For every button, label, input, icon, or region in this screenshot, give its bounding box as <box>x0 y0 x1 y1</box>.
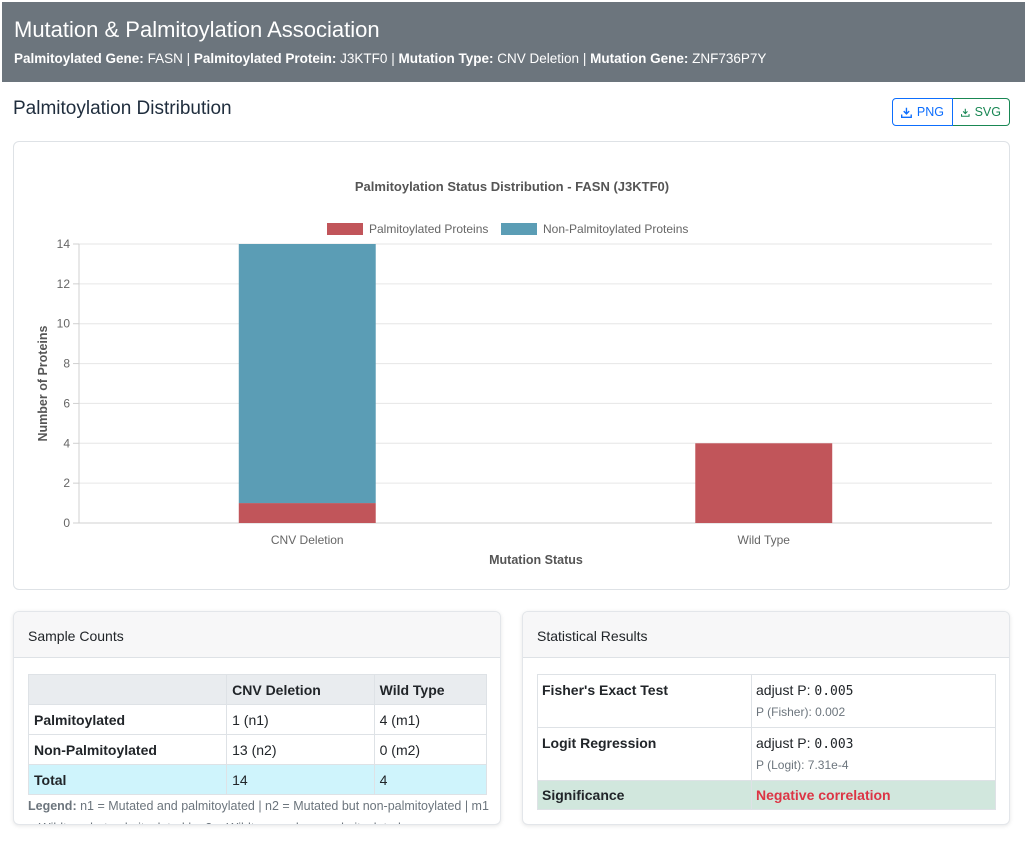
total-row: Total 14 4 <box>27 764 488 795</box>
statistical-results-table: Fisher's Exact Test adjust P: 0.005 P (F… <box>537 674 996 810</box>
table-row: Non-Palmitoylated 13 (n2) 0 (m2) <box>27 734 488 765</box>
palmitoylation-chart: Palmitoylation Status Distribution - FAS… <box>36 179 992 567</box>
sample-counts-title: Sample Counts <box>14 612 500 658</box>
sample-counts-card: Sample Counts CNV Deletion Wild Type Pal… <box>13 611 501 825</box>
p-value-fisher: P (Fisher): 0.002 <box>756 705 846 719</box>
table-header-row: CNV Deletion Wild Type <box>27 674 488 705</box>
legend-note-label: Legend: <box>28 799 77 813</box>
legend-swatch <box>327 223 363 235</box>
cell-value: 1 (n1) <box>226 704 375 735</box>
column-header: CNV Deletion <box>226 674 375 705</box>
header-subtitle: Palmitoylated Gene: FASN | Palmitoylated… <box>14 50 1013 68</box>
cell-value: 4 <box>373 764 488 795</box>
logit-values: adjust P: 0.003 P (Logit): 7.31e-4 <box>751 727 996 781</box>
separator: | <box>391 51 395 66</box>
page-header: Mutation & Palmitoylation Association Pa… <box>2 2 1025 82</box>
mutation-gene-label: Mutation Gene: <box>590 51 689 66</box>
x-tick-label: CNV Deletion <box>271 533 344 547</box>
y-tick-label: 6 <box>63 396 70 410</box>
chart-title: Palmitoylation Status Distribution - FAS… <box>355 179 669 194</box>
x-axis-title: Mutation Status <box>489 553 583 567</box>
protein-value: J3KTF0 <box>340 51 388 66</box>
table-row: Logit Regression adjust P: 0.003 P (Logi… <box>537 727 996 781</box>
row-label: Non-Palmitoylated <box>27 734 228 765</box>
mutation-type-value: CNV Deletion <box>497 51 580 66</box>
mutation-gene-value: ZNF736P7Y <box>692 51 767 66</box>
fisher-values: adjust P: 0.005 P (Fisher): 0.002 <box>751 674 996 728</box>
y-tick-label: 8 <box>63 357 70 371</box>
y-tick-label: 0 <box>63 516 70 530</box>
y-tick-label: 12 <box>57 277 71 291</box>
adjust-p-label: adjust P: <box>756 735 811 751</box>
row-label: Logit Regression <box>537 727 752 781</box>
adjust-p-value: 0.005 <box>814 684 854 699</box>
separator: | <box>186 51 191 66</box>
legend-note: Legend: n1 = Mutated and palmitoylated |… <box>28 795 498 824</box>
y-tick-label: 14 <box>57 237 71 251</box>
section-title: Palmitoylation Distribution <box>13 98 232 119</box>
column-header <box>27 674 228 705</box>
bar <box>238 503 376 523</box>
cell-value: 4 (m1) <box>373 704 488 735</box>
export-png-button[interactable]: PNG <box>892 98 953 126</box>
export-svg-label: SVG <box>974 105 1001 119</box>
separator: | <box>582 51 587 66</box>
y-axis-title: Number of Proteins <box>36 325 50 441</box>
mutation-type-label: Mutation Type: <box>398 51 494 66</box>
cell-value: 13 (n2) <box>226 734 375 765</box>
export-png-label: PNG <box>916 105 944 119</box>
table-row: Fisher's Exact Test adjust P: 0.005 P (F… <box>537 674 996 728</box>
protein-label: Palmitoylated Protein: <box>193 51 337 66</box>
page-title: Mutation & Palmitoylation Association <box>14 17 380 42</box>
gene-value: FASN <box>147 51 183 66</box>
significance-value: Negative correlation <box>751 780 996 810</box>
gene-label: Palmitoylated Gene: <box>14 51 144 66</box>
y-tick-label: 2 <box>63 476 70 490</box>
statistical-results-title: Statistical Results <box>523 612 1009 658</box>
legend-note-text: n1 = Mutated and palmitoylated | n2 = Mu… <box>28 799 489 824</box>
legend-swatch <box>501 223 537 235</box>
sample-counts-table: CNV Deletion Wild Type Palmitoylated 1 (… <box>27 674 488 795</box>
statistical-results-card: Statistical Results Fisher's Exact Test … <box>522 611 1010 825</box>
export-button-group: PNG SVG <box>892 98 1010 126</box>
p-value-logit: P (Logit): 7.31e-4 <box>756 758 849 772</box>
bar <box>238 244 376 504</box>
row-label: Total <box>27 764 228 795</box>
column-header: Wild Type <box>373 674 488 705</box>
chart-card: Palmitoylation Status Distribution - FAS… <box>13 141 1010 590</box>
table-row: Palmitoylated 1 (n1) 4 (m1) <box>27 704 488 735</box>
row-label: Palmitoylated <box>27 704 228 735</box>
download-icon <box>961 108 970 117</box>
x-tick-label: Wild Type <box>738 533 791 547</box>
row-label: Significance <box>537 780 752 810</box>
adjust-p-label: adjust P: <box>756 682 811 698</box>
cell-value: 0 (m2) <box>373 734 488 765</box>
y-tick-label: 10 <box>57 317 71 331</box>
significance-row: Significance Negative correlation <box>537 780 996 810</box>
export-svg-button[interactable]: SVG <box>953 98 1010 126</box>
y-tick-label: 4 <box>63 436 70 450</box>
legend-label: Palmitoylated Proteins <box>369 222 488 236</box>
bar <box>695 443 833 523</box>
row-label: Fisher's Exact Test <box>537 674 752 728</box>
cell-value: 14 <box>226 764 375 795</box>
legend-label: Non-Palmitoylated Proteins <box>543 222 688 236</box>
download-icon <box>901 107 912 118</box>
adjust-p-value: 0.003 <box>814 737 854 752</box>
